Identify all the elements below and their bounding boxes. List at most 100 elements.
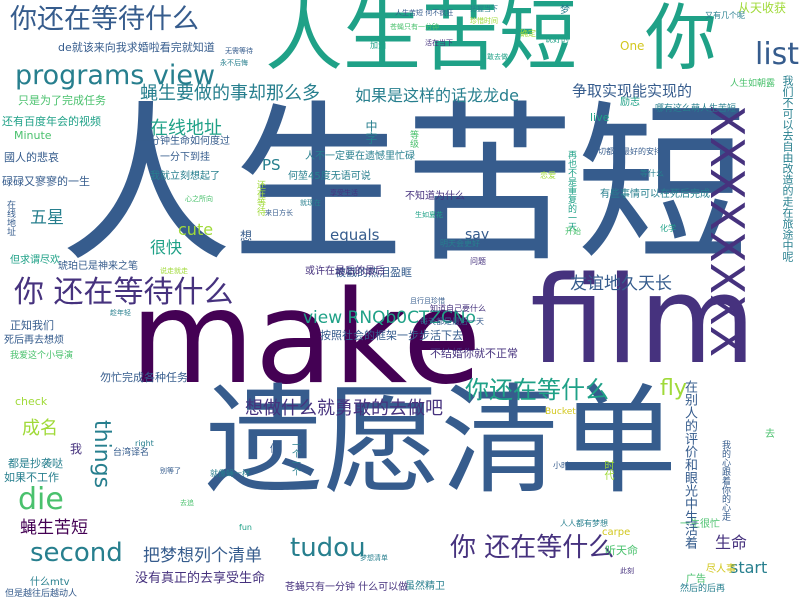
- word: 人人都有梦想: [560, 519, 608, 528]
- word: cute: [178, 220, 214, 239]
- word: 一切都是最好的安排: [590, 147, 662, 156]
- word: 去: [765, 429, 775, 440]
- word: 我的心跟着你的心走: [720, 440, 730, 521]
- word: 活在当下: [425, 39, 453, 47]
- word: 勇敢去做: [480, 53, 508, 61]
- word: carpe: [602, 527, 631, 538]
- word: 知道自己要什么: [430, 304, 486, 313]
- word: 但是越往后越动人: [5, 589, 78, 599]
- word: 按照社会的框架一步步活下去: [320, 329, 463, 342]
- word: 且行且珍惜: [410, 297, 445, 305]
- word: 你还在等待什么: [10, 4, 199, 35]
- word: live: [590, 111, 610, 124]
- word: 勿忙完成各种任务: [100, 371, 188, 384]
- word: 成名: [22, 418, 58, 439]
- word: 想: [240, 229, 253, 243]
- word: 等什么: [640, 169, 664, 178]
- word: check: [15, 395, 48, 408]
- word: 听天命: [605, 544, 638, 557]
- word: 等级: [408, 130, 418, 148]
- word: 心之所向: [185, 195, 213, 203]
- word: One: [620, 39, 645, 53]
- word: 想做什么就勇敢的去做吧: [245, 398, 443, 419]
- word: 从天收获: [738, 1, 787, 15]
- word: 蝇生苦短: [20, 518, 88, 538]
- word: 尽人事: [706, 564, 736, 575]
- word: 國人的悲哀: [4, 151, 59, 164]
- word: 何堃45度无语可说: [288, 171, 371, 182]
- word: fun: [239, 523, 252, 532]
- word: 只是为了完成任务: [18, 94, 106, 107]
- word: 确定: [520, 29, 536, 38]
- word: 趁年轻: [110, 309, 131, 317]
- word: 不知道为什么: [405, 191, 465, 202]
- word: 在线地址: [5, 200, 15, 236]
- word: 苍蝇只有一分钟: [390, 23, 439, 31]
- word: 梦: [560, 5, 570, 16]
- word: 遗愿清单: [205, 372, 678, 510]
- word: right: [135, 439, 154, 448]
- word: 梦想清单: [360, 554, 388, 562]
- word: 把梦想列个清单: [143, 546, 262, 566]
- word: 死后再去想烦: [4, 335, 64, 346]
- word: 人生苦短: [265, 0, 578, 82]
- word: 友谊地久天长: [570, 274, 672, 294]
- word: 来日方长: [265, 209, 293, 217]
- word: 台湾译名: [113, 448, 150, 458]
- word: 永不后悔: [220, 59, 248, 67]
- word: 再也不是重复的一天: [566, 150, 576, 231]
- word: 很快: [150, 238, 183, 257]
- word: 我爱这个小导演: [10, 351, 74, 361]
- word: view RNQb0CTZCNo: [303, 308, 476, 328]
- word: XXXXXXXX: [700, 105, 754, 358]
- word: 化学: [660, 224, 676, 233]
- word: de就该来向我求婚啦看完就知道: [58, 41, 215, 54]
- word: 开始: [565, 227, 581, 236]
- word: 一分钟生命如何度过: [140, 136, 230, 147]
- word: 又有几个呢: [705, 11, 745, 20]
- word: 一分下到挂: [160, 152, 210, 163]
- word: 碌碌又寥寥的一生: [2, 175, 90, 188]
- word: 恋爱: [540, 171, 556, 180]
- word: 五星: [30, 208, 64, 228]
- word: 把握当下: [470, 5, 498, 13]
- word: 我们不可以去自由改造的走在旅途中呢: [781, 75, 794, 262]
- word: 就像蝇一样: [210, 469, 250, 478]
- word: 琥珀已是神来之笔: [58, 261, 138, 272]
- word: PS: [262, 156, 281, 174]
- word: 如果不工作: [4, 471, 59, 484]
- word: 有些事情可以在死后完成: [600, 189, 710, 200]
- word: 小时: [553, 461, 569, 470]
- word: 去追: [180, 499, 194, 507]
- word: 如果是这样的话龙龙de: [355, 86, 520, 105]
- word: equals: [330, 226, 380, 244]
- word: 或许在最后的最后: [305, 266, 385, 277]
- word: 时代: [602, 460, 613, 480]
- word: 你还在等什么: [465, 376, 609, 404]
- word: die: [18, 482, 64, 517]
- word: programs view: [15, 60, 216, 91]
- word: 就现在: [300, 199, 321, 207]
- word: 人生苦短 何不疯狂: [395, 9, 454, 17]
- word: 此刻: [620, 567, 634, 575]
- word: 做: [270, 444, 280, 455]
- word: 一个一个: [290, 440, 300, 476]
- word: second: [30, 538, 123, 568]
- word: 你 还在等待什么: [14, 275, 234, 310]
- word: 苍蝇只有一分钟 什么可以做: [285, 582, 409, 593]
- word: 加油: [370, 41, 386, 50]
- word: say: [465, 227, 490, 243]
- word: 生命: [715, 533, 748, 552]
- word: 问题: [470, 257, 486, 266]
- word: 不结婚你就不正常: [430, 347, 518, 360]
- word: 人生如朝露: [730, 79, 776, 89]
- word: 哪有这么萌人生苦短: [655, 104, 737, 114]
- word: 争取实现能实现的: [572, 82, 693, 100]
- word: 你 还在等什么: [450, 533, 615, 563]
- word: 什么mtv: [30, 577, 70, 588]
- word: 人生苦短: [60, 85, 748, 286]
- word: 每天都是最后一天: [420, 317, 484, 326]
- word: 中字: [364, 120, 378, 144]
- word: 但求谓尽欢: [10, 255, 60, 266]
